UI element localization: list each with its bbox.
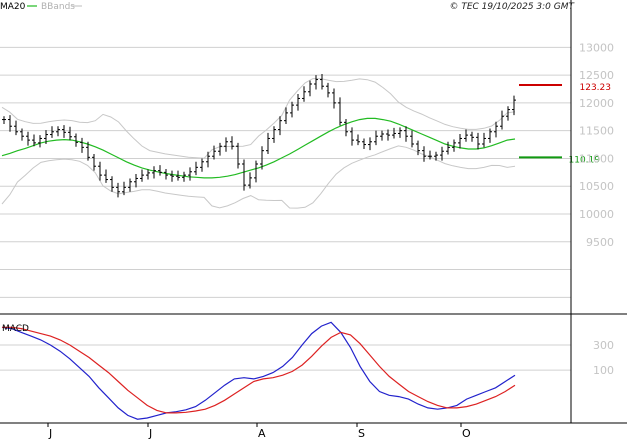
macd-series-line <box>1 321 516 420</box>
ma20-series-line <box>1 117 516 179</box>
lower-band-line <box>1 145 516 209</box>
macd-lines <box>1 321 516 420</box>
x-tick-label: S <box>358 427 365 440</box>
bollinger-bands <box>1 78 516 209</box>
x-tick-label: A <box>258 427 266 440</box>
upper-band-line <box>1 78 516 159</box>
price-tick-label: 9500 <box>586 236 614 249</box>
chart-frame <box>0 0 627 424</box>
x-tick-label: O <box>462 427 471 440</box>
legend-bbands-label: BBands <box>41 2 75 12</box>
price-tick-label: 10500 <box>579 180 614 193</box>
legend-ma20-label: MA20 <box>0 2 26 12</box>
signal-series-line <box>2 326 516 414</box>
price-tick-label: 10000 <box>579 208 614 221</box>
price-bars <box>2 74 516 198</box>
y-axis-labels: 9500 10000 10500 11000 11500 12000 12500 13000 1… <box>579 41 614 377</box>
price-tick-label: 12000 <box>579 97 614 110</box>
macd-gridlines <box>0 344 571 371</box>
macd-tick-label: 100 <box>593 364 614 377</box>
price-tick-label: 13000 <box>579 41 614 54</box>
price-tick-label: 11500 <box>579 125 614 138</box>
resistance-level-label: 123.23 <box>580 83 612 93</box>
macd-tick-label: 300 <box>593 339 614 352</box>
legend: MA20 BBands <box>0 2 82 12</box>
x-tick-label: J <box>148 427 152 440</box>
level-markers: 123.23 110.19 <box>519 83 611 165</box>
macd-panel-title: MACD <box>2 324 29 334</box>
price-tick-label: 11000 <box>579 152 614 165</box>
support-level-label: 110.19 <box>569 155 601 165</box>
copyright-timestamp: © TEC 19/10/2025 3:0 GMT <box>449 2 575 12</box>
x-tick-label: J <box>48 427 52 440</box>
price-gridlines <box>0 46 571 298</box>
price-tick-label: 12500 <box>579 69 614 82</box>
